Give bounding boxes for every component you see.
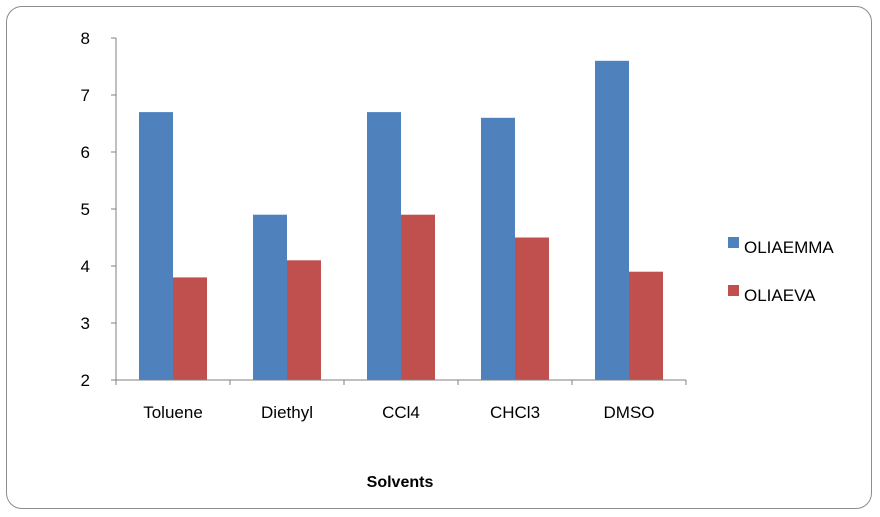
bar-oliaeva-chcl3 — [515, 237, 549, 380]
bar-oliaemma-dmso — [595, 60, 629, 381]
bar-oliaeva-ccl4 — [401, 214, 435, 380]
legend: OLIAEMMA OLIAEVA — [728, 237, 834, 305]
y-tick-label: 3 — [81, 314, 90, 333]
bar-oliaeva-toluene — [173, 277, 207, 380]
x-axis-title: Solvents — [367, 474, 434, 491]
bar-oliaeva-diethyl — [287, 260, 321, 380]
y-tick-label: 4 — [81, 257, 90, 276]
y-tick-label: 8 — [81, 29, 90, 48]
y-tick-label: 7 — [81, 86, 90, 105]
bar-oliaeva-dmso — [629, 271, 663, 380]
x-tick-label: DMSO — [604, 403, 655, 422]
bar-oliaemma-diethyl — [253, 214, 287, 380]
bar-oliaemma-ccl4 — [367, 112, 401, 380]
y-tick-label: 6 — [81, 143, 90, 162]
x-tick-label: Diethyl — [261, 403, 313, 422]
x-tick-label: Toluene — [143, 403, 203, 422]
x-tick-label: CHCl3 — [490, 403, 540, 422]
legend-swatch — [728, 285, 739, 296]
y-tick-label: 2 — [81, 371, 90, 390]
legend-swatch — [728, 237, 739, 248]
bar-oliaemma-chcl3 — [481, 117, 515, 381]
bar-oliaemma-toluene — [139, 112, 173, 380]
x-tick-label: CCl4 — [382, 403, 420, 422]
legend-label: OLIAEMMA — [744, 238, 834, 257]
y-tick-label: 5 — [81, 200, 90, 219]
legend-label: OLIAEVA — [744, 286, 816, 305]
